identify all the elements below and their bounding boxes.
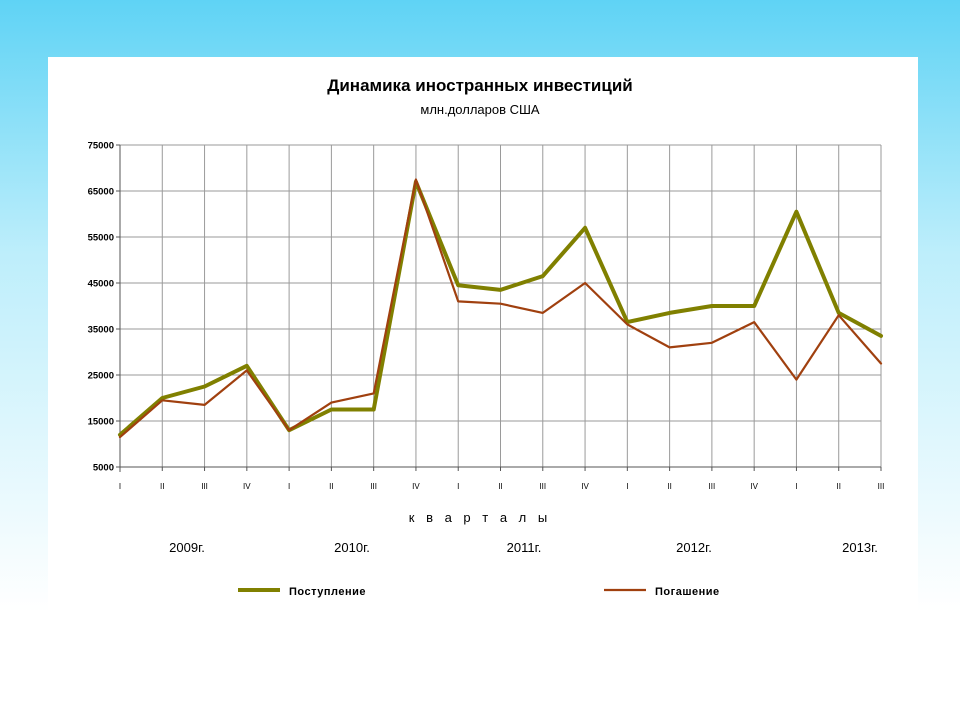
legend-label: Поступление xyxy=(289,586,366,598)
year-label: 2012г. xyxy=(676,540,712,555)
x-tick-label: III xyxy=(878,482,885,491)
y-tick-label: 55000 xyxy=(88,233,114,244)
legend-label: Погашение xyxy=(655,586,720,598)
x-tick-label: II xyxy=(160,482,164,491)
x-tick-label: I xyxy=(288,482,290,491)
year-labels: 2009г. 2010г. 2011г. 2012г. 2013г. xyxy=(169,540,878,555)
y-tick-label: 5000 xyxy=(93,463,114,474)
legend: Поступление Погашение xyxy=(238,586,720,598)
y-tick-label: 25000 xyxy=(88,371,114,382)
x-axis-label: к в а р т а л ы xyxy=(409,510,551,525)
x-tick-label: IV xyxy=(581,482,589,491)
grid xyxy=(116,144,882,472)
y-tick-label: 75000 xyxy=(88,141,114,152)
x-tick-label: III xyxy=(539,482,546,491)
y-axis: 5000 15000 25000 35000 45000 55000 65000 75000 xyxy=(88,141,120,474)
x-tick-label: IV xyxy=(412,482,420,491)
x-tick-label: III xyxy=(370,482,377,491)
x-tick-label: I xyxy=(119,482,121,491)
x-tick-label: II xyxy=(498,482,502,491)
line-chart: Динамика иностранных инвестиций млн.долл… xyxy=(88,76,885,598)
y-tick-label: 65000 xyxy=(88,187,114,198)
x-axis: I II III IV I II III IV I II III IV I II III IV I II III xyxy=(119,467,884,491)
y-tick-label: 45000 xyxy=(88,279,114,290)
x-tick-label: I xyxy=(795,482,797,491)
x-tick-label: II xyxy=(836,482,840,491)
x-tick-label: I xyxy=(457,482,459,491)
y-tick-label: 15000 xyxy=(88,417,114,428)
x-tick-label: III xyxy=(201,482,208,491)
chart-card: Динамика иностранных инвестиций млн.долл… xyxy=(48,57,918,620)
x-tick-label: III xyxy=(709,482,716,491)
x-tick-label: I xyxy=(626,482,628,491)
x-tick-label: II xyxy=(329,482,333,491)
year-label: 2009г. xyxy=(169,540,205,555)
year-label: 2010г. xyxy=(334,540,370,555)
x-tick-label: IV xyxy=(243,482,251,491)
y-tick-label: 35000 xyxy=(88,325,114,336)
x-tick-label: II xyxy=(667,482,671,491)
year-label: 2013г. xyxy=(842,540,878,555)
chart-subtitle: млн.долларов США xyxy=(420,102,540,117)
x-tick-label: IV xyxy=(750,482,758,491)
year-label: 2011г. xyxy=(507,540,542,555)
series-lines xyxy=(118,178,883,439)
chart-title: Динамика иностранных инвестиций xyxy=(327,76,633,95)
